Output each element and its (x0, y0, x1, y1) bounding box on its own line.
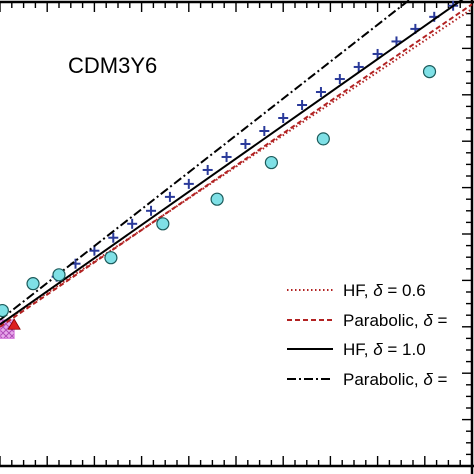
legend: HF, δ = 0.6 Parabolic, δ = HF, δ = 1.0 Para… (287, 281, 448, 389)
circle-marker (316, 132, 330, 146)
cross-marker (146, 205, 157, 216)
bottom-axis-ticks (0, 456, 473, 466)
cross-marker (89, 245, 100, 256)
legend-item: Parabolic, δ = (287, 311, 448, 330)
legend-label: HF, δ = 1.0 (343, 340, 426, 359)
circle-marker (210, 192, 224, 206)
cross-marker (334, 74, 345, 85)
circle-marker (422, 64, 437, 79)
series-line-dotted (0, 8, 473, 326)
cross-marker (297, 100, 308, 111)
circle-marker (52, 268, 66, 282)
panel-label: CDM3Y6 (68, 53, 157, 78)
series-line-dashed (0, 3, 473, 328)
cross-marker (221, 151, 232, 162)
cross-marker (240, 138, 251, 149)
data-markers (0, 0, 459, 339)
cross-marker (183, 178, 194, 189)
cross-marker (278, 113, 289, 123)
legend-label: HF, δ = 0.6 (343, 281, 426, 300)
cross-marker (108, 232, 119, 243)
triangle-marker (7, 318, 21, 330)
circle-marker (156, 217, 170, 231)
cross-marker (315, 87, 326, 98)
series-line-dashdot (0, 0, 411, 321)
cross-marker (353, 61, 364, 72)
circle-marker (0, 303, 9, 318)
top-axis-ticks (0, 2, 473, 12)
series-line-solid (0, 0, 464, 326)
cross-marker (259, 125, 270, 136)
legend-item: Parabolic, δ = (287, 370, 448, 389)
legend-label: Parabolic, δ = (343, 311, 448, 330)
right-axis-ticks (462, 1, 472, 467)
circle-marker (104, 251, 118, 265)
circle-marker (264, 155, 278, 170)
cross-marker (372, 48, 383, 59)
cross-marker (202, 164, 213, 175)
cross-marker (127, 218, 138, 229)
legend-label: Parabolic, δ = (343, 370, 448, 389)
legend-item: HF, δ = 1.0 (287, 340, 426, 359)
series-lines (0, 0, 473, 330)
circle-marker (26, 277, 40, 291)
legend-item: HF, δ = 0.6 (287, 281, 426, 300)
cross-marker (164, 191, 175, 202)
